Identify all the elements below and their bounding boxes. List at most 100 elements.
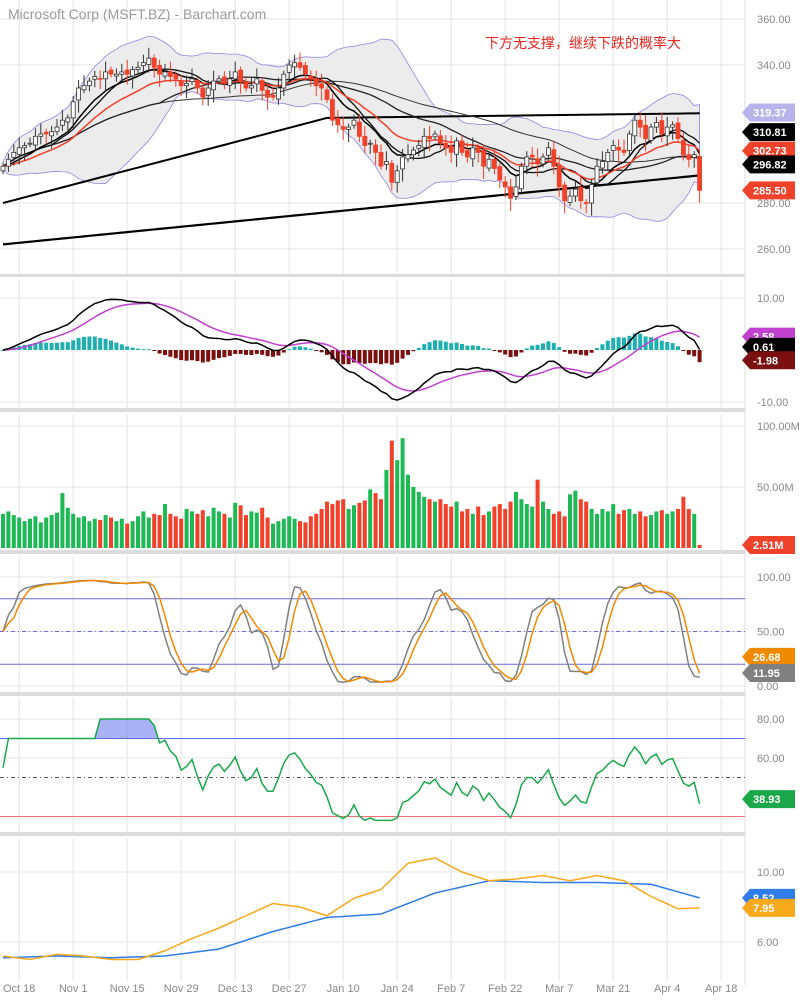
value-tag: 296.82 [742,155,795,174]
candle [383,151,389,171]
candle [114,68,119,82]
candle-body [135,66,141,71]
candle-body [389,163,395,183]
candle-body [49,131,54,137]
macd-histogram-bar [71,340,76,350]
y-tick-label: 80.00 [757,714,785,726]
candle-body [529,154,535,158]
macd-histogram-bar [141,349,146,351]
volume-bar [325,501,329,548]
candle [627,130,632,157]
candle-body [194,80,200,89]
macd-histogram-bar [28,344,32,350]
candle-body [481,150,487,167]
volume-bar [17,517,22,548]
candle-body [114,73,119,77]
candle-body [60,119,65,126]
candle [367,139,373,155]
candle-body [335,117,341,126]
macd-histogram-bar [649,337,653,350]
candle-body [416,145,422,149]
macd-histogram-bar [449,343,454,350]
candle-body [491,158,497,169]
candle-body [686,154,692,160]
candle-body [367,142,373,145]
candle [454,137,460,167]
candle-body [459,140,465,153]
volume-bar [676,508,680,548]
candle-body [448,145,454,153]
candle [583,199,589,214]
macd-histogram-bar [130,347,135,350]
value-tag-label: 319.37 [753,107,787,119]
macd-histogram-bar [341,350,346,365]
candle-body [324,89,330,100]
macd-histogram-bar [665,342,670,350]
candle-body [254,78,260,85]
volume-bar [670,511,675,548]
macd-histogram-bar [33,343,38,350]
candle-body [16,147,22,155]
candle-body [556,165,562,188]
candle-body [351,119,357,126]
candle [491,148,497,175]
macd-histogram-bar [454,342,459,350]
x-tick-label: Oct 18 [3,983,35,995]
macd-histogram-bar [406,350,410,355]
volume-bar [632,513,637,548]
macd-histogram-bar [152,350,157,352]
volume-bar [168,513,173,548]
candle [697,150,702,203]
volume-bar [130,521,135,548]
y-tick-label: 280.00 [757,198,791,210]
macd-histogram-bar [427,342,432,350]
macd-histogram-bar [227,350,232,356]
volume-bar [422,496,427,548]
candle [275,77,281,105]
volume-bar [190,511,194,548]
volume-bar [649,515,653,548]
volume-bar [184,508,189,548]
macd-histogram-bar [82,336,86,350]
volume-bar [589,508,594,548]
volume-bar [638,511,643,548]
volume-bar [44,517,49,548]
candle [157,59,163,87]
volume-bar [271,523,275,548]
candle-body [232,71,238,80]
macd-histogram-bar [190,350,194,361]
candle-body [670,124,675,128]
candle [567,190,573,206]
candle-body [562,184,567,202]
candle [508,178,514,212]
macd-histogram-bar [163,350,167,356]
candle [637,112,643,138]
macd-histogram-bar [303,347,308,350]
volume-bar [508,501,513,548]
candle [459,135,465,156]
macd-histogram-bar [146,349,151,351]
volume-bar [492,506,497,548]
macd-histogram-bar [384,350,389,364]
candle [502,176,508,198]
value-tag-bg [742,790,795,809]
macd-histogram-bar [492,350,497,351]
x-tick-label: Dec 13 [218,983,253,995]
candle-body [691,154,697,158]
candle [189,68,195,86]
candle [329,93,335,126]
volume-bar [465,508,470,548]
macd-histogram-bar [595,348,599,350]
candle-body [643,124,648,140]
macd-histogram-bar [578,350,583,355]
candle [519,162,524,195]
candle-body [627,133,632,151]
x-tick-label: Feb 7 [437,983,465,995]
volume-bar [460,511,464,548]
candle-body [0,165,6,172]
y-tick-label: 6.00 [757,937,778,949]
candle [81,75,87,94]
candle-body [405,154,411,160]
candle [573,181,578,202]
